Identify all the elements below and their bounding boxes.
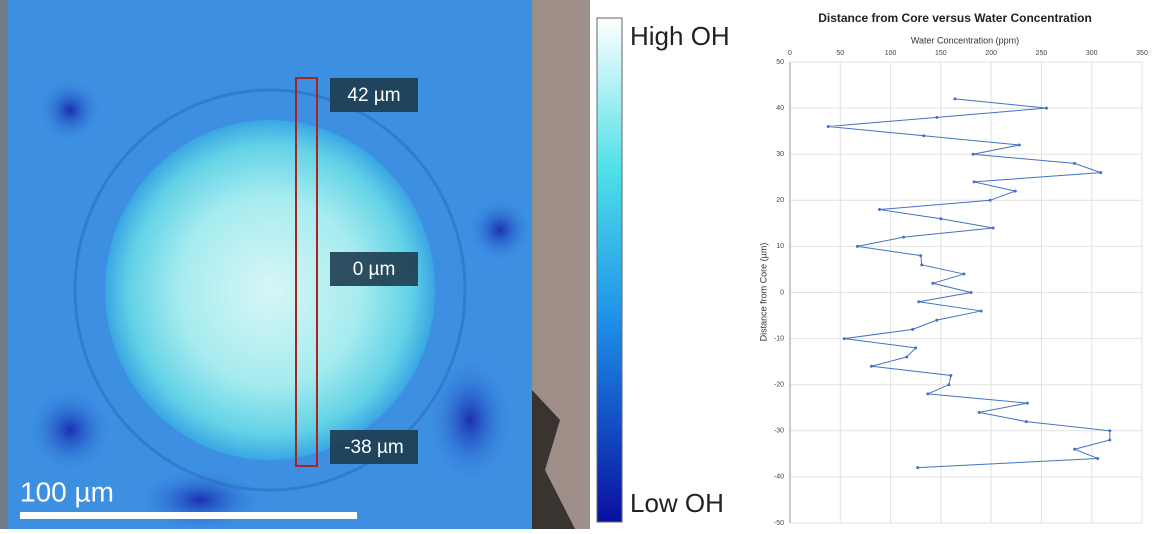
colorbar-low: Low OH — [630, 488, 724, 518]
data-point — [902, 236, 905, 239]
data-point — [827, 125, 830, 128]
depth-label: -38 µm — [344, 437, 404, 458]
data-point — [916, 466, 919, 469]
data-point — [917, 300, 920, 303]
data-point — [843, 337, 846, 340]
data-point — [935, 116, 938, 119]
data-point — [1018, 143, 1021, 146]
colorbar-high: High OH — [630, 21, 730, 51]
data-point — [1073, 162, 1076, 165]
data-point — [939, 217, 942, 220]
x-axis-label: Water Concentration (ppm) — [911, 35, 1019, 45]
data-point — [1073, 448, 1076, 451]
x-tick-label: 300 — [1086, 50, 1098, 57]
chart-title: Distance from Core versus Water Concentr… — [818, 11, 1092, 25]
data-point — [1045, 107, 1048, 110]
data-point — [926, 392, 929, 395]
x-tick-label: 350 — [1136, 50, 1148, 57]
colorbar: High OH Low OH — [597, 18, 730, 522]
data-point — [911, 328, 914, 331]
scale-bar-label: 100 µm — [20, 476, 114, 507]
data-point — [1099, 171, 1102, 174]
data-point — [1096, 457, 1099, 460]
y-tick-label: -10 — [774, 335, 784, 342]
data-point — [931, 282, 934, 285]
data-point — [978, 411, 981, 414]
data-point — [935, 319, 938, 322]
data-point — [922, 134, 925, 137]
y-tick-label: 10 — [776, 243, 784, 250]
depth-label: 0 µm — [353, 259, 396, 280]
data-point — [870, 365, 873, 368]
data-point — [949, 374, 952, 377]
y-axis-label: Distance from Core (µm) — [758, 243, 768, 342]
data-point — [1026, 402, 1029, 405]
y-tick-label: -50 — [774, 520, 784, 527]
figure: 42 µm 0 µm -38 µm 100 µm High OH Low OH … — [0, 0, 1159, 529]
x-tick-label: 150 — [935, 50, 947, 57]
data-point — [973, 180, 976, 183]
y-tick-label: 50 — [776, 59, 784, 66]
data-point — [980, 309, 983, 312]
y-tick-label: 30 — [776, 151, 784, 158]
data-point — [992, 226, 995, 229]
x-tick-label: 200 — [985, 50, 997, 57]
data-point — [947, 383, 950, 386]
data-point — [962, 273, 965, 276]
data-point — [953, 97, 956, 100]
y-tick-label: -40 — [774, 474, 784, 481]
microscope-map: 42 µm 0 µm -38 µm 100 µm — [0, 0, 590, 529]
y-tick-label: 20 — [776, 197, 784, 204]
y-tick-label: -30 — [774, 428, 784, 435]
data-point — [878, 208, 881, 211]
data-point — [1014, 190, 1017, 193]
x-tick-label: 250 — [1036, 50, 1048, 57]
page: {"image": {"labels": ["42 µm", "0 µm", "… — [0, 0, 1159, 529]
x-tick-label: 0 — [788, 50, 792, 57]
y-tick-label: 40 — [776, 105, 784, 112]
data-point — [989, 199, 992, 202]
data-point — [1025, 420, 1028, 423]
data-point — [970, 291, 973, 294]
y-tick-label: -20 — [774, 382, 784, 389]
data-point — [1108, 429, 1111, 432]
data-point — [905, 356, 908, 359]
data-point — [919, 254, 922, 257]
data-point — [1108, 439, 1111, 442]
depth-label: 42 µm — [347, 85, 400, 106]
data-point — [972, 153, 975, 156]
x-tick-label: 50 — [836, 50, 844, 57]
data-point — [920, 263, 923, 266]
data-point — [856, 245, 859, 248]
x-tick-label: 100 — [885, 50, 897, 57]
data-point — [914, 346, 917, 349]
y-tick-label: 0 — [780, 289, 784, 296]
